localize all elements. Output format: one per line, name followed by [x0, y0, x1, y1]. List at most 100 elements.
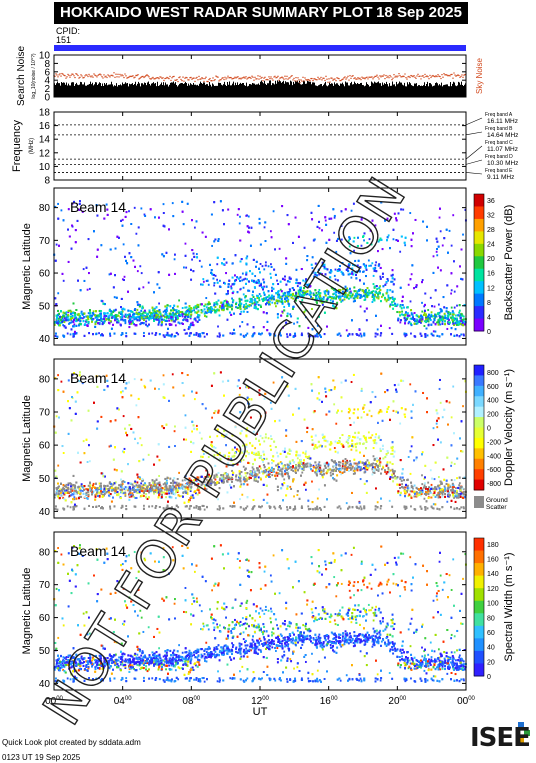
power-cell — [136, 270, 139, 273]
power-cell — [223, 258, 226, 261]
power-cell — [395, 305, 398, 308]
power-cell — [231, 301, 234, 304]
power-cell — [365, 264, 367, 267]
power-cell — [187, 312, 190, 315]
power-cell — [205, 279, 208, 282]
power-cell — [105, 203, 108, 206]
power-cell — [298, 294, 301, 297]
power-cell — [337, 295, 340, 298]
sky-noise-point — [399, 74, 401, 77]
power-cell — [168, 334, 171, 337]
sky-noise-point — [299, 82, 301, 84]
sky-noise-point — [329, 81, 331, 83]
power-cell — [285, 295, 287, 298]
sky-noise-point — [442, 76, 444, 78]
sky-noise-point — [304, 77, 306, 79]
power-cell — [120, 313, 122, 316]
power-cell — [286, 312, 289, 315]
power-cell — [462, 315, 465, 318]
sky-noise-point — [193, 77, 195, 79]
power-cell — [387, 279, 389, 282]
power-cell — [399, 304, 402, 307]
power-cell — [235, 306, 237, 309]
sky-noise-point — [455, 75, 457, 77]
power-cell — [131, 310, 134, 313]
sky-noise-point — [387, 75, 389, 77]
sky-noise-point — [324, 79, 326, 82]
power-cell — [288, 276, 291, 279]
power-cell — [278, 247, 281, 250]
sky-noise-point — [355, 78, 357, 80]
power-cell — [172, 315, 174, 318]
power-cell — [434, 313, 437, 316]
sky-noise-point — [179, 76, 181, 78]
sky-noise-point — [190, 76, 192, 79]
sky-noise-point — [177, 80, 179, 83]
power-cell — [436, 254, 439, 257]
power-cell — [239, 215, 241, 218]
sky-noise-point — [134, 76, 136, 78]
power-cell — [300, 332, 303, 335]
cpid-label: CPID: — [56, 26, 81, 36]
sky-noise-point — [254, 76, 256, 79]
power-cell — [458, 311, 461, 314]
power-cell — [437, 319, 440, 322]
sky-noise-point — [406, 78, 408, 80]
power-cell — [263, 281, 266, 284]
sky-noise-point — [168, 77, 170, 80]
power-cell — [374, 224, 377, 227]
freq-band-leader-3 — [465, 159, 483, 165]
sky-noise-point — [100, 74, 102, 76]
power-cell — [406, 316, 409, 319]
power-cell — [387, 298, 390, 301]
power-cell — [366, 291, 369, 294]
power-cell — [290, 315, 293, 318]
power-cell — [273, 268, 276, 271]
noise-ytick-label-4: 8 — [44, 59, 50, 70]
power-cell — [143, 213, 146, 216]
sky-noise-point — [171, 77, 173, 79]
power-cell — [126, 313, 129, 316]
power-cell — [141, 312, 144, 315]
power-cell — [240, 258, 243, 261]
sky-noise-point — [390, 76, 392, 78]
power-cell — [371, 301, 374, 304]
power-cell — [288, 294, 291, 297]
power-cell — [190, 314, 192, 317]
power-cell — [370, 264, 372, 267]
power-cell — [443, 306, 446, 309]
power-cell — [146, 315, 149, 318]
power-cell — [121, 316, 124, 319]
sky-noise-point — [212, 77, 214, 79]
power-cell — [310, 263, 313, 266]
power-cell — [246, 255, 249, 258]
power-cell — [244, 299, 247, 302]
sky-noise-point — [67, 73, 69, 76]
power-cell — [296, 285, 299, 288]
sky-noise-point — [412, 75, 414, 78]
sky-noise-point — [203, 80, 205, 83]
power-cell — [123, 279, 125, 282]
power-cell — [424, 315, 427, 318]
power-cell — [272, 210, 275, 213]
power-cell — [253, 286, 256, 289]
power-cell — [130, 223, 133, 226]
power-cell — [191, 258, 193, 261]
power-cell — [98, 314, 101, 317]
power-cell — [171, 202, 174, 205]
power-cell — [86, 324, 89, 327]
power-cell — [73, 323, 76, 326]
power-cell — [244, 296, 246, 299]
power-cell — [299, 290, 302, 293]
power-cell — [291, 294, 294, 297]
power-cell — [366, 296, 369, 299]
sky-noise-point — [434, 76, 436, 78]
sky-noise-point — [151, 77, 153, 79]
power-cell — [430, 313, 433, 316]
sky-noise-point — [101, 76, 103, 78]
sky-noise-point — [332, 79, 334, 81]
power-cell — [114, 319, 116, 322]
sky-noise-point — [263, 77, 265, 79]
power-cell — [66, 332, 69, 335]
power-cell — [371, 262, 374, 265]
